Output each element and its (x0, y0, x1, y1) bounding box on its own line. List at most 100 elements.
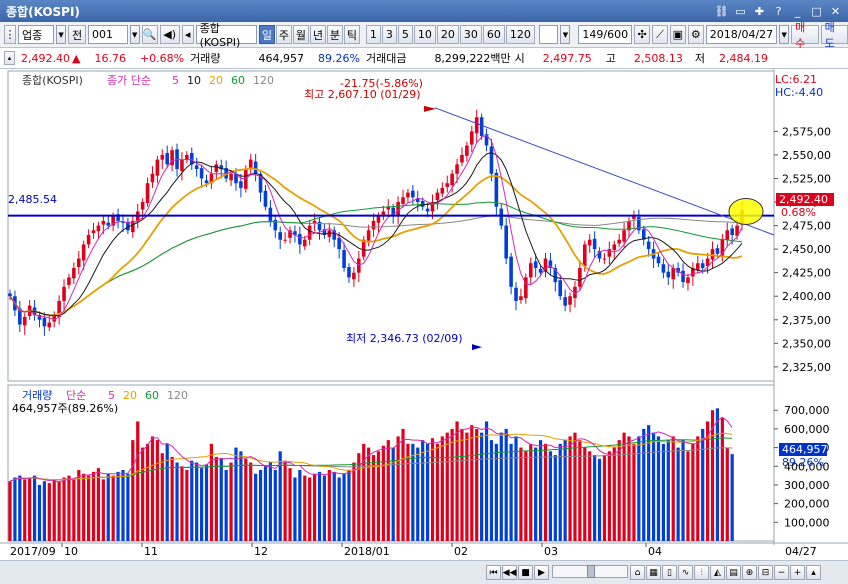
sell-button[interactable]: 매도 (820, 21, 848, 50)
price-tick-label: 2,475,00 (782, 220, 831, 233)
period-tab[interactable]: 주 (275, 25, 292, 44)
sound-icon[interactable]: ◀) (159, 25, 180, 44)
market-select[interactable]: 업종 (18, 25, 55, 44)
minute-option[interactable]: 30 (459, 25, 482, 44)
link-icon[interactable]: ⛓ (714, 4, 729, 18)
volume-bar (710, 410, 715, 541)
x-tick-label: 04 (648, 545, 662, 558)
candle-body (715, 248, 720, 254)
candle-body (170, 150, 174, 166)
minute-option[interactable]: 10 (413, 25, 436, 44)
magnify-icon[interactable]: ⊕ (742, 565, 757, 580)
grid-icon[interactable]: ▤ (726, 565, 741, 580)
custom-minute-input[interactable] (538, 25, 559, 44)
chevron-down-icon[interactable]: ▼ (56, 25, 67, 44)
zoom-in-icon[interactable]: + (790, 565, 805, 580)
chevron-down-icon[interactable]: ▼ (779, 25, 790, 44)
minimize-icon[interactable]: _ (794, 4, 801, 18)
volume-bar (82, 473, 86, 541)
rewind-icon[interactable]: ◀◀ (502, 565, 517, 580)
volume-bar (499, 432, 503, 541)
volume-bar (317, 471, 322, 541)
area-icon[interactable]: ◭ (710, 565, 725, 580)
pin-icon[interactable]: ✚ (754, 4, 765, 18)
split-icon[interactable]: ⊟ (758, 565, 773, 580)
minute-option[interactable]: 1 (365, 25, 381, 44)
candle-body (253, 161, 258, 174)
first-icon[interactable]: ⏮ (486, 565, 501, 580)
price-panel-title: 종합(KOSPI) (22, 74, 83, 87)
minute-option[interactable]: 3 (381, 25, 397, 44)
volume-bar (720, 417, 724, 541)
play-icon[interactable]: ▶ (534, 565, 549, 580)
line-icon[interactable]: ∿ (678, 565, 693, 580)
zoom-out-icon[interactable]: − (774, 565, 789, 580)
maximize-icon[interactable]: □ (811, 4, 822, 18)
bar-icon[interactable]: ⫶ (694, 565, 709, 580)
search-icon[interactable]: 🔍 (141, 25, 158, 44)
volume-bar (588, 451, 592, 541)
candle-icon[interactable]: ▯ (662, 565, 677, 580)
candle-body (578, 267, 582, 287)
buy-button[interactable]: 매수 (791, 21, 819, 50)
volume-bar (347, 470, 351, 541)
period-tab[interactable]: 월 (292, 25, 309, 44)
candle-body (62, 286, 66, 301)
candle-body (656, 256, 661, 264)
collapse-icon[interactable]: ▴ (4, 51, 15, 65)
minute-option[interactable]: 60 (482, 25, 505, 44)
close-icon[interactable]: ✕ (830, 4, 841, 18)
price-tick-label: 2,350,00 (782, 337, 831, 350)
chevron-down-icon[interactable]: ▼ (560, 25, 571, 44)
zoom-fit-icon[interactable]: ⌂ (630, 565, 645, 580)
price-ma-legend: 10 (187, 74, 201, 87)
period-tab[interactable]: 일 (258, 25, 275, 44)
restore-icon[interactable]: ▭ (735, 4, 746, 18)
period-tab[interactable]: 분 (326, 25, 343, 44)
minute-option[interactable]: 120 (505, 25, 535, 44)
save-icon[interactable]: ▣ (669, 25, 686, 44)
last-volume-pct: 89.26% (782, 456, 824, 469)
volume-bar (514, 436, 518, 541)
expand-icon[interactable]: ▴ (806, 565, 821, 580)
all-button[interactable]: 전 (68, 25, 87, 44)
candle-body (111, 216, 115, 226)
volume-bar (706, 421, 710, 541)
price-ma-legend: 5 (172, 74, 179, 87)
low-label: 저 (694, 52, 706, 65)
minute-option[interactable]: 20 (436, 25, 459, 44)
tool-icon[interactable]: ✣ (634, 25, 651, 44)
candle-body (548, 260, 553, 268)
candle-body (72, 267, 76, 279)
chevron-down-icon[interactable]: ▼ (129, 25, 140, 44)
candle-body (632, 216, 636, 219)
candle-body (592, 238, 597, 250)
gear-icon[interactable]: ⚙ (687, 25, 704, 44)
minute-option[interactable]: 5 (397, 25, 413, 44)
candle-body (180, 159, 184, 171)
stop-icon[interactable]: ■ (518, 565, 533, 580)
chart-area[interactable]: 2,575,002,550,002,525,002,500,002,475,00… (0, 69, 848, 560)
volume-bar (578, 440, 582, 541)
prev-icon[interactable]: ◂ (181, 25, 194, 44)
zoom-slider[interactable] (552, 565, 628, 578)
chart-type-icon[interactable]: ▦ (646, 565, 661, 580)
help-icon[interactable]: ? (775, 4, 782, 18)
volume-bar (195, 462, 199, 541)
volume-tick-label: 400,000 (784, 460, 830, 473)
date-field[interactable]: 2018/04/27 (705, 25, 778, 44)
minute-options: 1 3 5 10 20 30 60 120 (365, 25, 535, 44)
period-tab[interactable]: 년 (309, 25, 326, 44)
x-tick-label: 11 (144, 545, 158, 558)
candle-body (342, 250, 346, 268)
trend-icon[interactable]: ⟋ (652, 25, 668, 44)
volume-bar (254, 473, 258, 541)
candle-body (519, 296, 523, 300)
period-tab[interactable]: 틱 (343, 25, 360, 44)
candle-body (81, 244, 86, 261)
candle-body (57, 300, 61, 317)
count-field[interactable]: 149/600 (578, 25, 633, 44)
volume-bar (126, 473, 130, 541)
code-input[interactable]: 001 (88, 25, 128, 44)
volume-bar (67, 475, 71, 541)
